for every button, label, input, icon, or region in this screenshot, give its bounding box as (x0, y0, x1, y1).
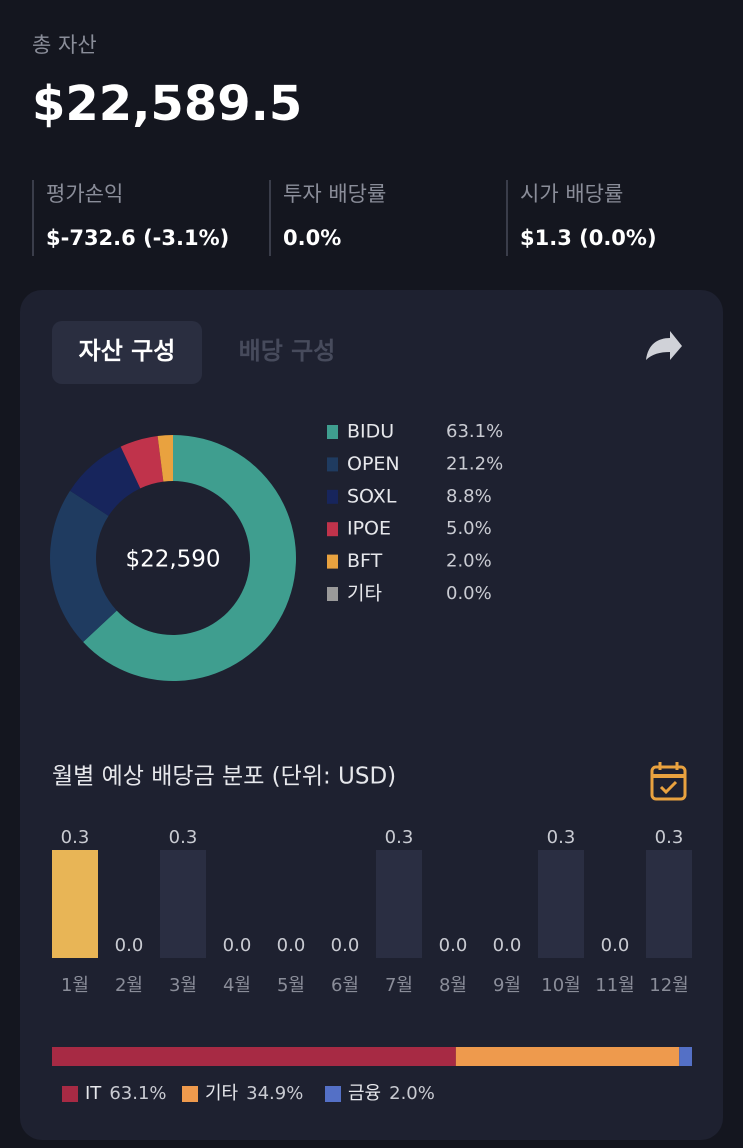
legend-value: 5.0% (446, 518, 492, 539)
donut-segment (70, 446, 141, 516)
legend-swatch (327, 522, 338, 537)
donut-segment (49, 490, 117, 642)
bar-value: 0.0 (115, 935, 144, 956)
x-tick-label: 5월 (277, 975, 305, 996)
bar-value: 0.0 (601, 935, 630, 956)
tab[interactable]: 배당 구성 (239, 337, 336, 365)
stat-value: $1.3 (0.0%) (520, 226, 657, 250)
bar-value: 0.0 (439, 935, 468, 956)
stats: 평가손익 $-732.6 (-3.1%) 투자 배당률 0.0% 시가 배당률 … (32, 180, 657, 256)
legend-value: 2.0% (389, 1083, 435, 1104)
legend-label: BFT (347, 550, 383, 572)
tab-active[interactable] (52, 321, 202, 384)
bar-value: 0.3 (655, 827, 684, 848)
x-tick-label: 10월 (541, 975, 580, 996)
legend-label: 기타 (347, 583, 382, 605)
legend-swatch (327, 554, 338, 569)
legend-label: 금융 (348, 1083, 381, 1104)
share-icon[interactable] (646, 331, 682, 360)
x-tick-label: 6월 (331, 975, 359, 996)
stat-value: 0.0% (283, 226, 341, 250)
legend-swatch (182, 1086, 198, 1102)
legend-swatch (327, 425, 338, 439)
legend-value: 2.0% (446, 551, 492, 572)
x-tick-label: 3월 (169, 975, 197, 996)
bar (538, 850, 584, 958)
legend-label: OPEN (347, 453, 400, 475)
bar-value: 0.0 (223, 935, 252, 956)
legend-swatch (327, 489, 338, 504)
legend-value: 63.1% (446, 421, 503, 442)
bar (646, 850, 692, 958)
legend-value: 63.1% (109, 1083, 166, 1104)
bar-value: 0.0 (331, 935, 360, 956)
donut-center: $22,590 (125, 547, 220, 573)
sector-segment (455, 1047, 680, 1066)
bar-value: 0.3 (547, 827, 576, 848)
stat-label: 평가손익 (46, 182, 123, 206)
legend-value: 0.0% (446, 583, 492, 604)
stat-label: 투자 배당률 (283, 182, 386, 206)
x-tick-label: 4월 (223, 975, 251, 996)
x-tick-label: 9월 (493, 975, 521, 996)
legend-value: 21.2% (446, 453, 503, 474)
x-tick-label: 1월 (61, 975, 89, 996)
calendar-check (659, 780, 678, 795)
stat-value: $-732.6 (-3.1%) (46, 226, 229, 250)
legend-label: BIDU (347, 421, 394, 443)
total-value: $22,589.5 (32, 76, 302, 132)
x-tick-label: 8월 (439, 975, 467, 996)
donut-segment (120, 435, 164, 489)
stat-label: 시가 배당률 (520, 182, 623, 206)
donut-segment (83, 435, 296, 682)
bar-value: 0.0 (277, 935, 306, 956)
legend-label: SOXL (347, 485, 397, 507)
x-tick-label: 7월 (385, 975, 413, 996)
calendar-frame (650, 765, 687, 801)
bar-value: 0.3 (169, 827, 198, 848)
donut-segment (157, 435, 173, 482)
card (20, 290, 723, 1140)
legend-swatch (327, 587, 338, 601)
sector-segment (52, 1047, 456, 1066)
legend-value: 34.9% (246, 1083, 303, 1104)
bar (52, 850, 98, 958)
legend-label: IT (85, 1083, 102, 1104)
bar (376, 850, 422, 958)
tab[interactable]: 자산 구성 (79, 337, 176, 365)
sector-segment (679, 1047, 692, 1066)
chart-title: 월별 예상 배당금 분포 (단위: USD) (52, 764, 396, 790)
legend-swatch (325, 1086, 341, 1102)
legend-value: 8.8% (446, 486, 492, 507)
bar-value: 0.3 (385, 827, 414, 848)
x-tick-label: 12월 (649, 975, 688, 996)
bar (160, 850, 206, 958)
x-tick-label: 11월 (595, 975, 634, 996)
total-label: 총 자산 (32, 33, 97, 57)
bar-value: 0.0 (493, 935, 522, 956)
legend-swatch (327, 457, 338, 472)
bar-value: 0.3 (61, 827, 90, 848)
legend-swatch (62, 1086, 78, 1102)
legend-label: IPOE (347, 518, 391, 540)
calendar-icon[interactable] (650, 762, 687, 801)
x-tick-label: 2월 (115, 975, 143, 996)
legend-label: 기타 (205, 1083, 239, 1104)
